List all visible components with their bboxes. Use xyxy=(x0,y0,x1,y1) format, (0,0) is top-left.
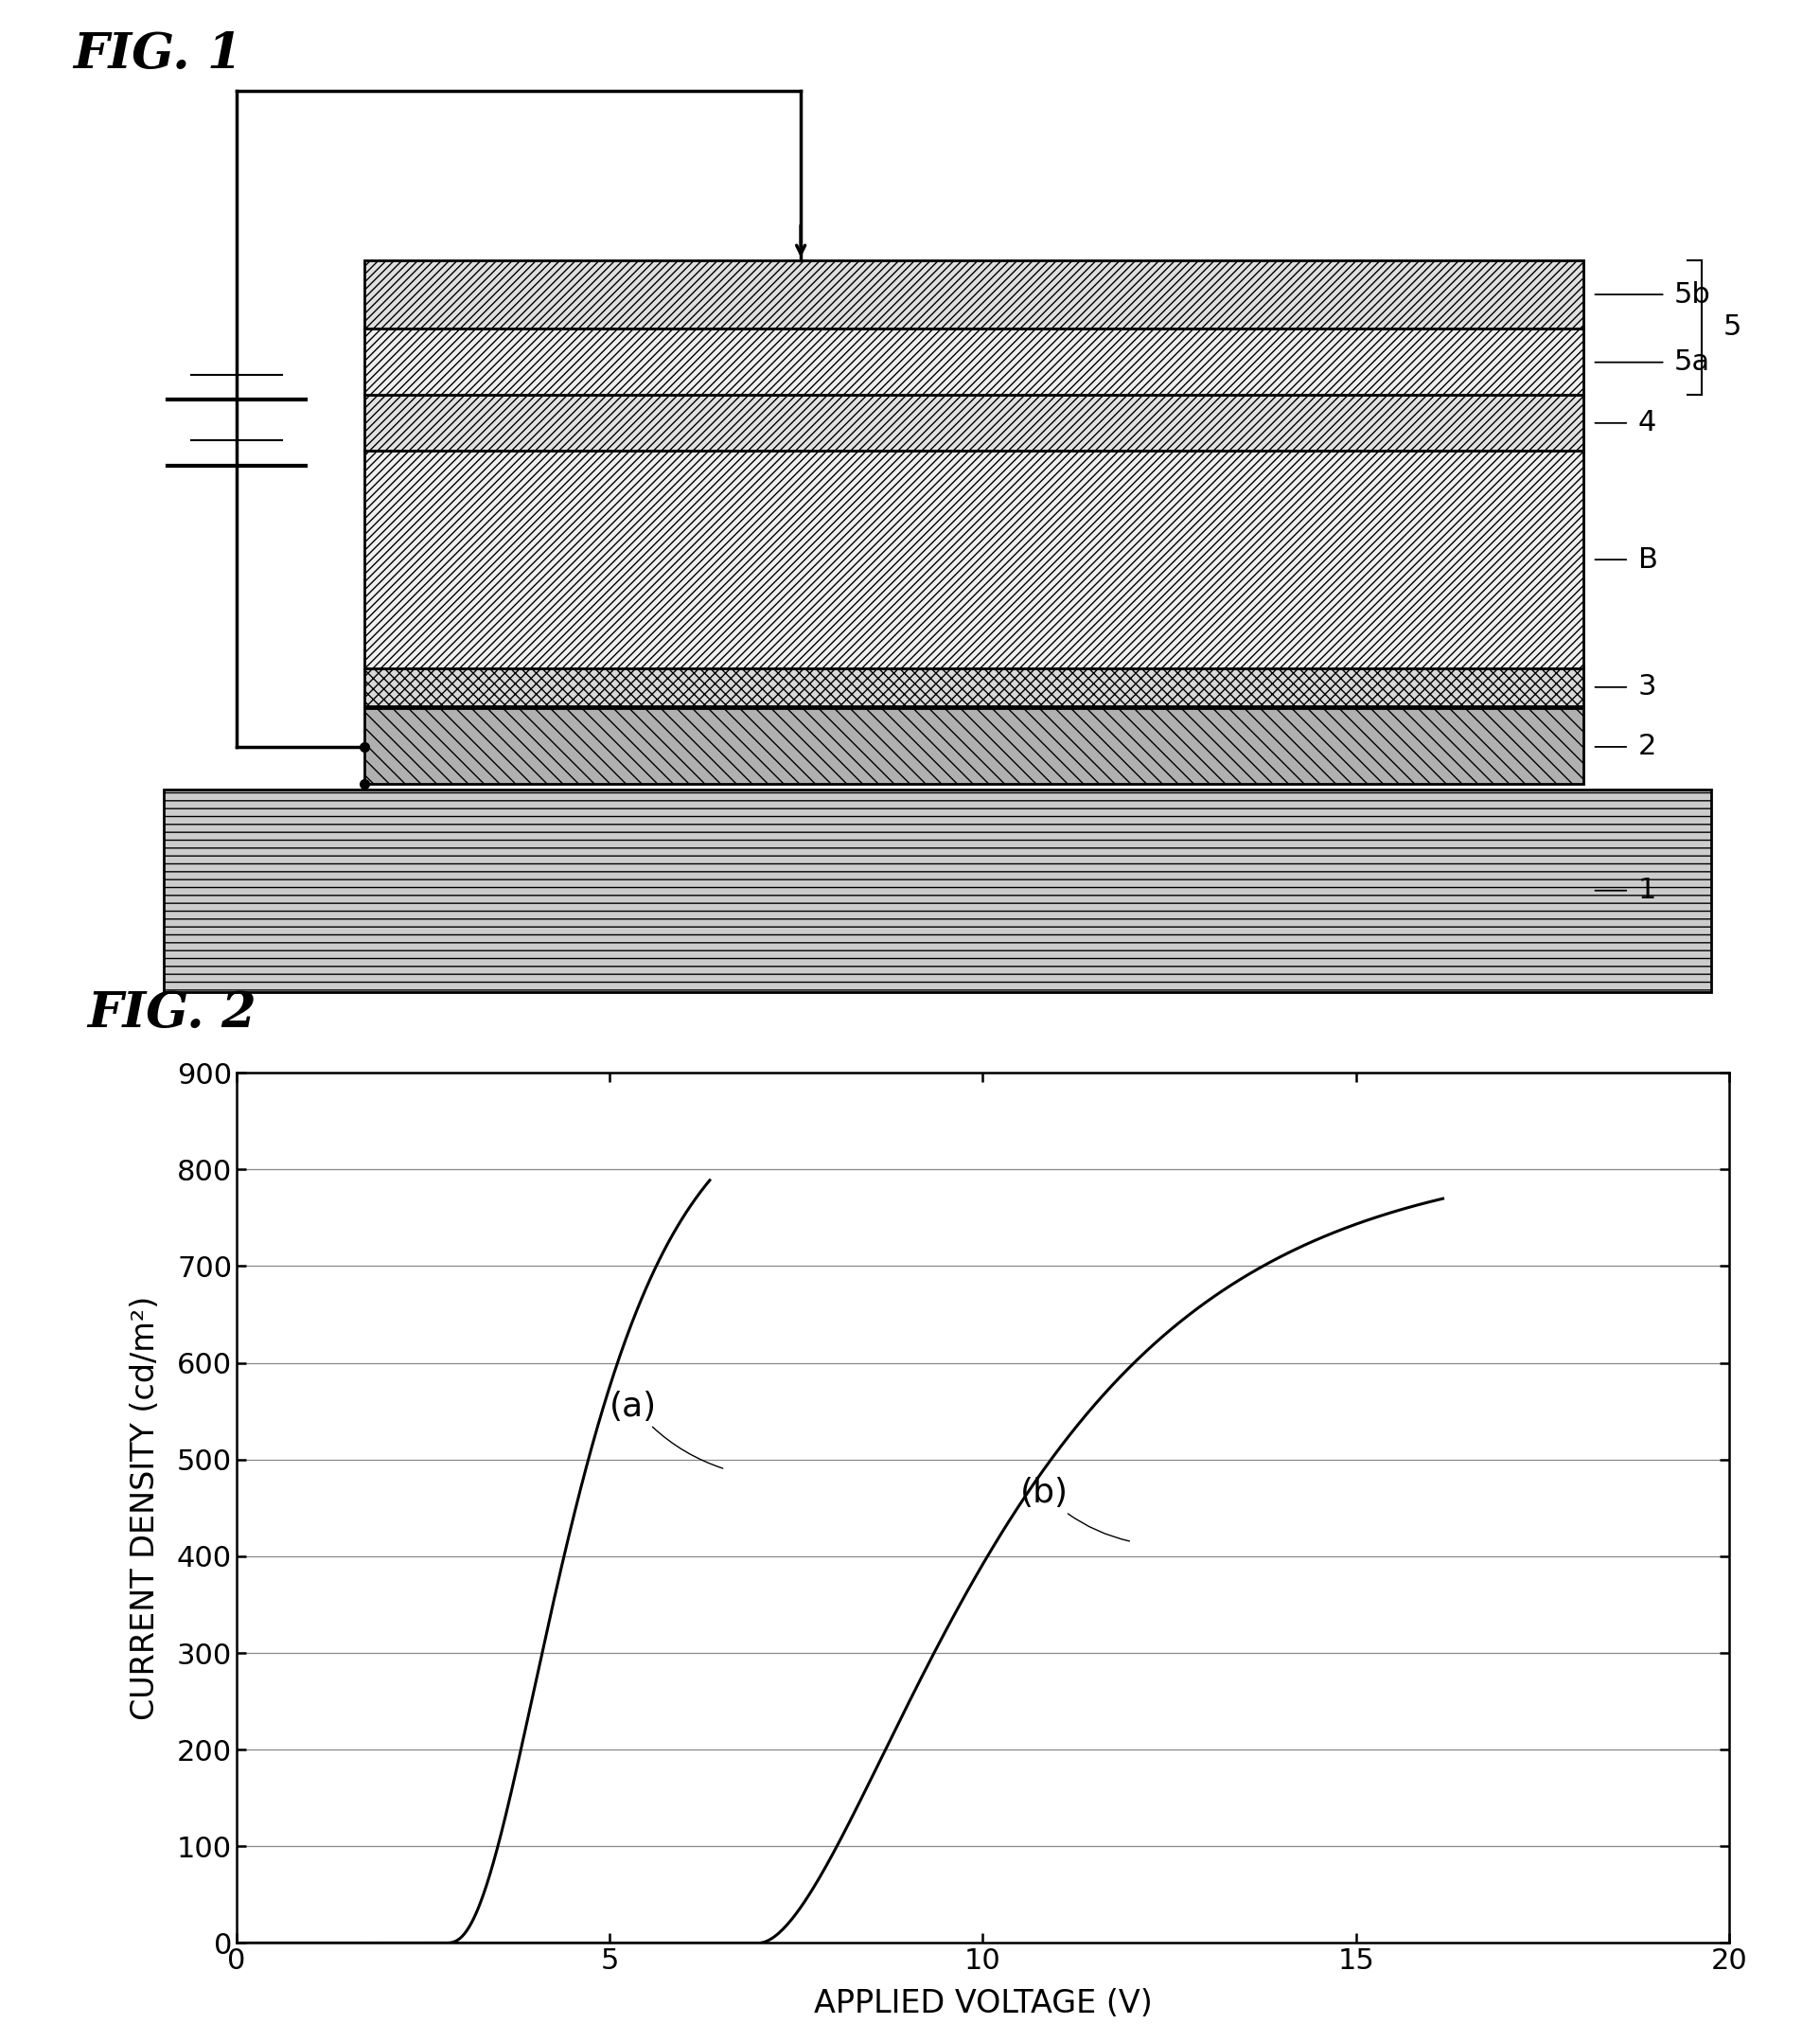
Text: B: B xyxy=(1638,546,1658,573)
Text: 4: 4 xyxy=(1638,409,1656,437)
Text: 5: 5 xyxy=(1724,314,1742,342)
Bar xyxy=(364,395,1583,449)
Text: 5a: 5a xyxy=(1674,348,1711,376)
Bar xyxy=(364,668,1583,706)
Text: FIG. 2: FIG. 2 xyxy=(87,990,257,1038)
Text: 1: 1 xyxy=(1638,876,1656,905)
Text: 2: 2 xyxy=(1638,733,1656,761)
Text: 5b: 5b xyxy=(1674,281,1711,308)
Bar xyxy=(164,789,1711,992)
Text: 3: 3 xyxy=(1638,674,1656,700)
Y-axis label: CURRENT DENSITY (cd/m²): CURRENT DENSITY (cd/m²) xyxy=(129,1295,162,1720)
Bar xyxy=(364,449,1583,668)
Text: (a): (a) xyxy=(610,1390,723,1467)
X-axis label: APPLIED VOLTAGE (V): APPLIED VOLTAGE (V) xyxy=(814,1988,1152,2020)
Bar xyxy=(364,708,1583,783)
Text: FIG. 1: FIG. 1 xyxy=(73,30,242,79)
Text: (b): (b) xyxy=(1021,1478,1130,1540)
Bar xyxy=(364,328,1583,395)
Bar xyxy=(364,259,1583,328)
